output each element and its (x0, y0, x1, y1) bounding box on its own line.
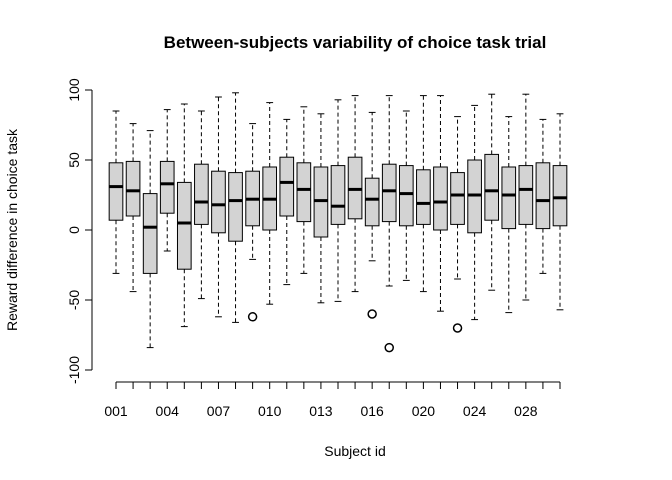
box-subject (296, 106, 312, 274)
x-tick-label: 016 (360, 403, 384, 419)
box (142, 193, 158, 274)
box (159, 160, 175, 214)
box-subject (211, 96, 226, 318)
box (330, 165, 346, 225)
y-tick-label: 50 (66, 152, 82, 168)
outlier-point (452, 323, 463, 333)
box (552, 165, 568, 227)
box (501, 166, 517, 230)
x-tick-label: 004 (156, 403, 180, 419)
outlier-point (247, 312, 258, 322)
box-subject (330, 99, 346, 302)
box (228, 172, 243, 242)
x-tick-label: 024 (463, 403, 487, 419)
outlier-point (384, 342, 394, 353)
y-tick-label: 0 (66, 226, 82, 234)
box (176, 181, 192, 270)
box (484, 153, 500, 221)
box (433, 166, 448, 231)
box (296, 162, 312, 223)
box-subject (552, 113, 568, 311)
box (450, 172, 465, 225)
plot-area (108, 92, 568, 353)
x-tick-label: 028 (514, 403, 538, 419)
box-subject (347, 95, 363, 293)
box-subject (194, 110, 209, 300)
y-tick-label: -50 (66, 290, 82, 310)
box-subject (535, 118, 551, 274)
box-subject (433, 95, 448, 312)
box (518, 165, 534, 225)
box-subject (518, 93, 534, 301)
box-subject (176, 103, 192, 328)
box (194, 163, 209, 225)
box-subject (142, 130, 158, 349)
x-tick-label: 001 (104, 403, 128, 419)
box-subject (262, 102, 278, 305)
x-axis: 001 004 007 010 013 016 020 024 028 (104, 381, 561, 419)
box (279, 156, 295, 217)
box (535, 162, 551, 230)
box-subject (416, 95, 431, 293)
y-tick-label: -100 (66, 356, 82, 384)
x-tick-label: 020 (412, 403, 436, 419)
box-subject (398, 110, 414, 281)
box (364, 177, 380, 227)
box-subject (313, 113, 329, 304)
box-subject (228, 92, 243, 323)
box-subject (450, 116, 465, 333)
box-subject (125, 123, 141, 293)
box-subject (245, 123, 260, 322)
box-subject (501, 116, 517, 314)
box (416, 169, 431, 225)
box (398, 165, 414, 227)
box-subject (484, 93, 500, 291)
box-subject (467, 104, 482, 321)
x-tick-label: 010 (258, 403, 282, 419)
outlier-point (367, 309, 377, 319)
box-subject (364, 111, 380, 319)
y-tick-label: 100 (66, 78, 82, 102)
box (125, 160, 141, 217)
box (108, 162, 124, 221)
box-subject (381, 95, 397, 353)
box-subject (279, 118, 295, 286)
y-axis: -100 -50 0 50 100 (66, 78, 93, 384)
box-subject (108, 110, 124, 274)
box-subject (159, 109, 175, 252)
box (381, 163, 397, 223)
y-axis-label: Reward difference in choice task (4, 128, 20, 331)
x-tick-label: 013 (309, 403, 333, 419)
x-tick-label: 007 (207, 403, 231, 419)
x-axis-label: Subject id (324, 443, 385, 459)
chart-title: Between-subjects variability of choice t… (164, 33, 547, 52)
box (211, 170, 226, 234)
